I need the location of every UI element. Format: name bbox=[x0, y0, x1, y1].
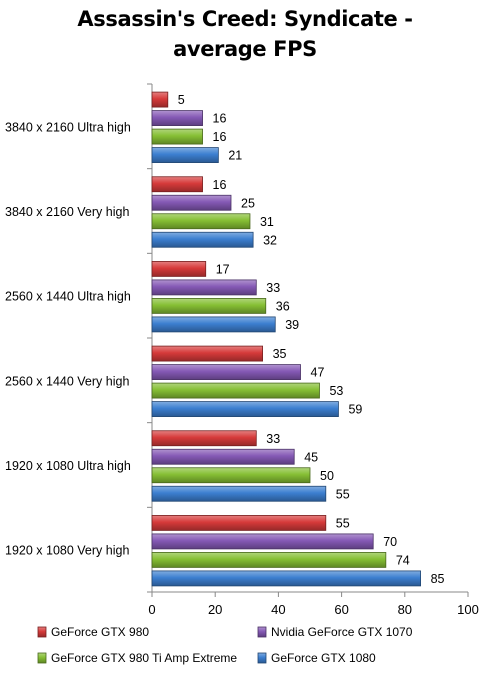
data-label: 17 bbox=[216, 262, 230, 276]
bar bbox=[151, 552, 387, 568]
legend-swatch bbox=[37, 652, 47, 664]
legend-label: GeForce GTX 980 Ti Amp Extreme bbox=[51, 651, 237, 665]
bar bbox=[151, 176, 203, 193]
legend-label: Nvidia GeForce GTX 1070 bbox=[271, 625, 413, 639]
data-label: 39 bbox=[285, 318, 299, 332]
data-label: 21 bbox=[228, 149, 242, 163]
data-label: 33 bbox=[266, 432, 280, 446]
x-tick-label: 60 bbox=[334, 602, 348, 617]
data-label: 5 bbox=[178, 93, 185, 107]
legend-label: GeForce GTX 980 bbox=[51, 625, 149, 639]
bar bbox=[151, 128, 203, 145]
data-label: 47 bbox=[311, 366, 325, 380]
data-label: 32 bbox=[263, 233, 277, 247]
data-label: 55 bbox=[336, 516, 350, 530]
data-label: 55 bbox=[336, 487, 350, 501]
bar bbox=[151, 570, 422, 587]
bar bbox=[151, 213, 251, 230]
category-label: 3840 x 2160 Very high bbox=[5, 205, 129, 219]
chart-title-line-2: average FPS bbox=[173, 37, 317, 61]
bar bbox=[151, 467, 311, 484]
legend-swatch bbox=[37, 626, 47, 638]
bar bbox=[151, 147, 219, 163]
data-label: 25 bbox=[241, 196, 255, 210]
bar bbox=[151, 345, 263, 362]
data-label: 16 bbox=[213, 112, 227, 126]
data-label: 35 bbox=[273, 347, 287, 361]
data-label: 74 bbox=[396, 553, 410, 567]
x-tick-label: 20 bbox=[208, 602, 222, 617]
data-label: 59 bbox=[348, 403, 362, 417]
x-tick-label: 100 bbox=[457, 602, 479, 617]
x-tick-label: 40 bbox=[271, 602, 285, 617]
data-label: 70 bbox=[383, 535, 397, 549]
data-label: 45 bbox=[304, 450, 318, 464]
category-label: 3840 x 2160 Ultra high bbox=[5, 120, 131, 134]
x-tick-label: 80 bbox=[398, 602, 412, 617]
category-label: 1920 x 1080 Very high bbox=[5, 544, 129, 558]
bar bbox=[151, 91, 169, 108]
bar bbox=[151, 231, 254, 248]
legend-swatch bbox=[257, 626, 267, 638]
chart-title: Assassin's Creed: Syndicate - average FP… bbox=[0, 4, 490, 64]
bar bbox=[151, 448, 295, 465]
bar bbox=[151, 194, 232, 211]
data-label: 33 bbox=[266, 281, 280, 295]
bar bbox=[151, 110, 203, 126]
bar bbox=[151, 515, 327, 531]
chart-title-line-1: Assassin's Creed: Syndicate - bbox=[77, 7, 413, 31]
bar bbox=[151, 364, 301, 380]
bar bbox=[151, 485, 327, 502]
bar bbox=[151, 316, 276, 333]
data-label: 36 bbox=[276, 299, 290, 313]
bar bbox=[151, 382, 320, 399]
bar bbox=[151, 430, 257, 447]
data-label: 16 bbox=[213, 130, 227, 144]
data-label: 50 bbox=[320, 469, 334, 483]
data-label: 16 bbox=[213, 178, 227, 192]
bar bbox=[151, 298, 267, 314]
category-label: 2560 x 1440 Ultra high bbox=[5, 290, 131, 304]
legend-label: GeForce GTX 1080 bbox=[271, 651, 376, 665]
x-tick-label: 0 bbox=[148, 602, 155, 617]
category-label: 2560 x 1440 Very high bbox=[5, 374, 129, 388]
category-label: 1920 x 1080 Ultra high bbox=[5, 459, 131, 473]
data-label: 85 bbox=[431, 572, 445, 586]
bar bbox=[151, 533, 374, 550]
data-label: 31 bbox=[260, 215, 274, 229]
bar bbox=[151, 261, 207, 277]
bar bbox=[151, 279, 257, 296]
legend-swatch bbox=[257, 652, 267, 664]
bar bbox=[151, 401, 339, 417]
data-label: 53 bbox=[329, 384, 343, 398]
